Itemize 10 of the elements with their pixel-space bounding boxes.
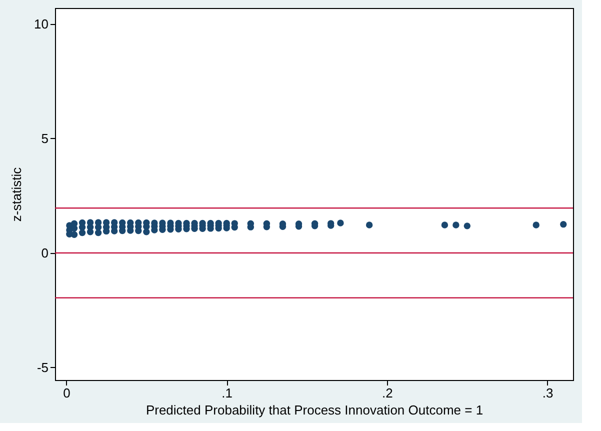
y-tick-label: -5	[36, 360, 48, 375]
y-axis-title: z-statistic	[9, 166, 24, 222]
x-tick-label: 0	[63, 386, 70, 400]
y-tick-label: 5	[41, 130, 48, 146]
y-tick-label: 0	[41, 245, 48, 260]
y-tick-label: 10	[34, 16, 48, 32]
x-tick-label: .3	[542, 386, 554, 400]
x-tick-label: .1	[222, 386, 233, 400]
x-tick-label: .2	[382, 386, 393, 400]
x-axis-title: Predicted Probability that Process Innovation Outcome = 1	[146, 402, 484, 418]
